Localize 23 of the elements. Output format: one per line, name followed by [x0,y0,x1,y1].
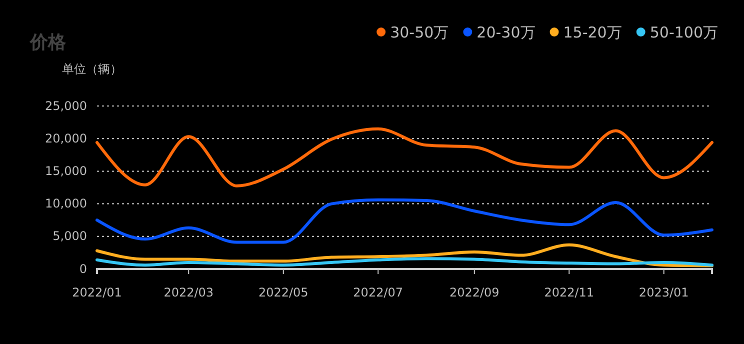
line-series [96,257,714,267]
y-tick-label: 25,000 [45,98,87,113]
x-tick-label: 2022/09 [449,286,500,300]
x-tick-label: 2022/11 [544,286,594,300]
y-axis-title: 单位（辆） [62,62,122,76]
legend-label: 30-50万 [390,24,449,42]
y-tick-label: 20,000 [45,131,87,146]
y-tick-label: 5,000 [52,229,87,244]
line-series [96,198,714,244]
y-tick-label: 10,000 [45,196,87,211]
line-series [96,127,714,188]
x-tick-label: 2022/05 [258,286,308,300]
legend-label: 20-30万 [476,24,536,42]
y-tick-label: 0 [79,262,87,276]
x-tick-label: 2023/01 [638,286,689,300]
legend-label: 50-100万 [650,24,718,42]
chart-title: 价格 [29,32,67,53]
legend-label: 15-20万 [563,24,622,42]
x-tick-label: 2022/01 [72,286,122,300]
x-tick-label: 2022/07 [353,286,404,300]
x-tick-label: 2022/03 [164,286,214,300]
line-series [96,243,714,268]
y-tick-label: 15,000 [45,164,87,178]
